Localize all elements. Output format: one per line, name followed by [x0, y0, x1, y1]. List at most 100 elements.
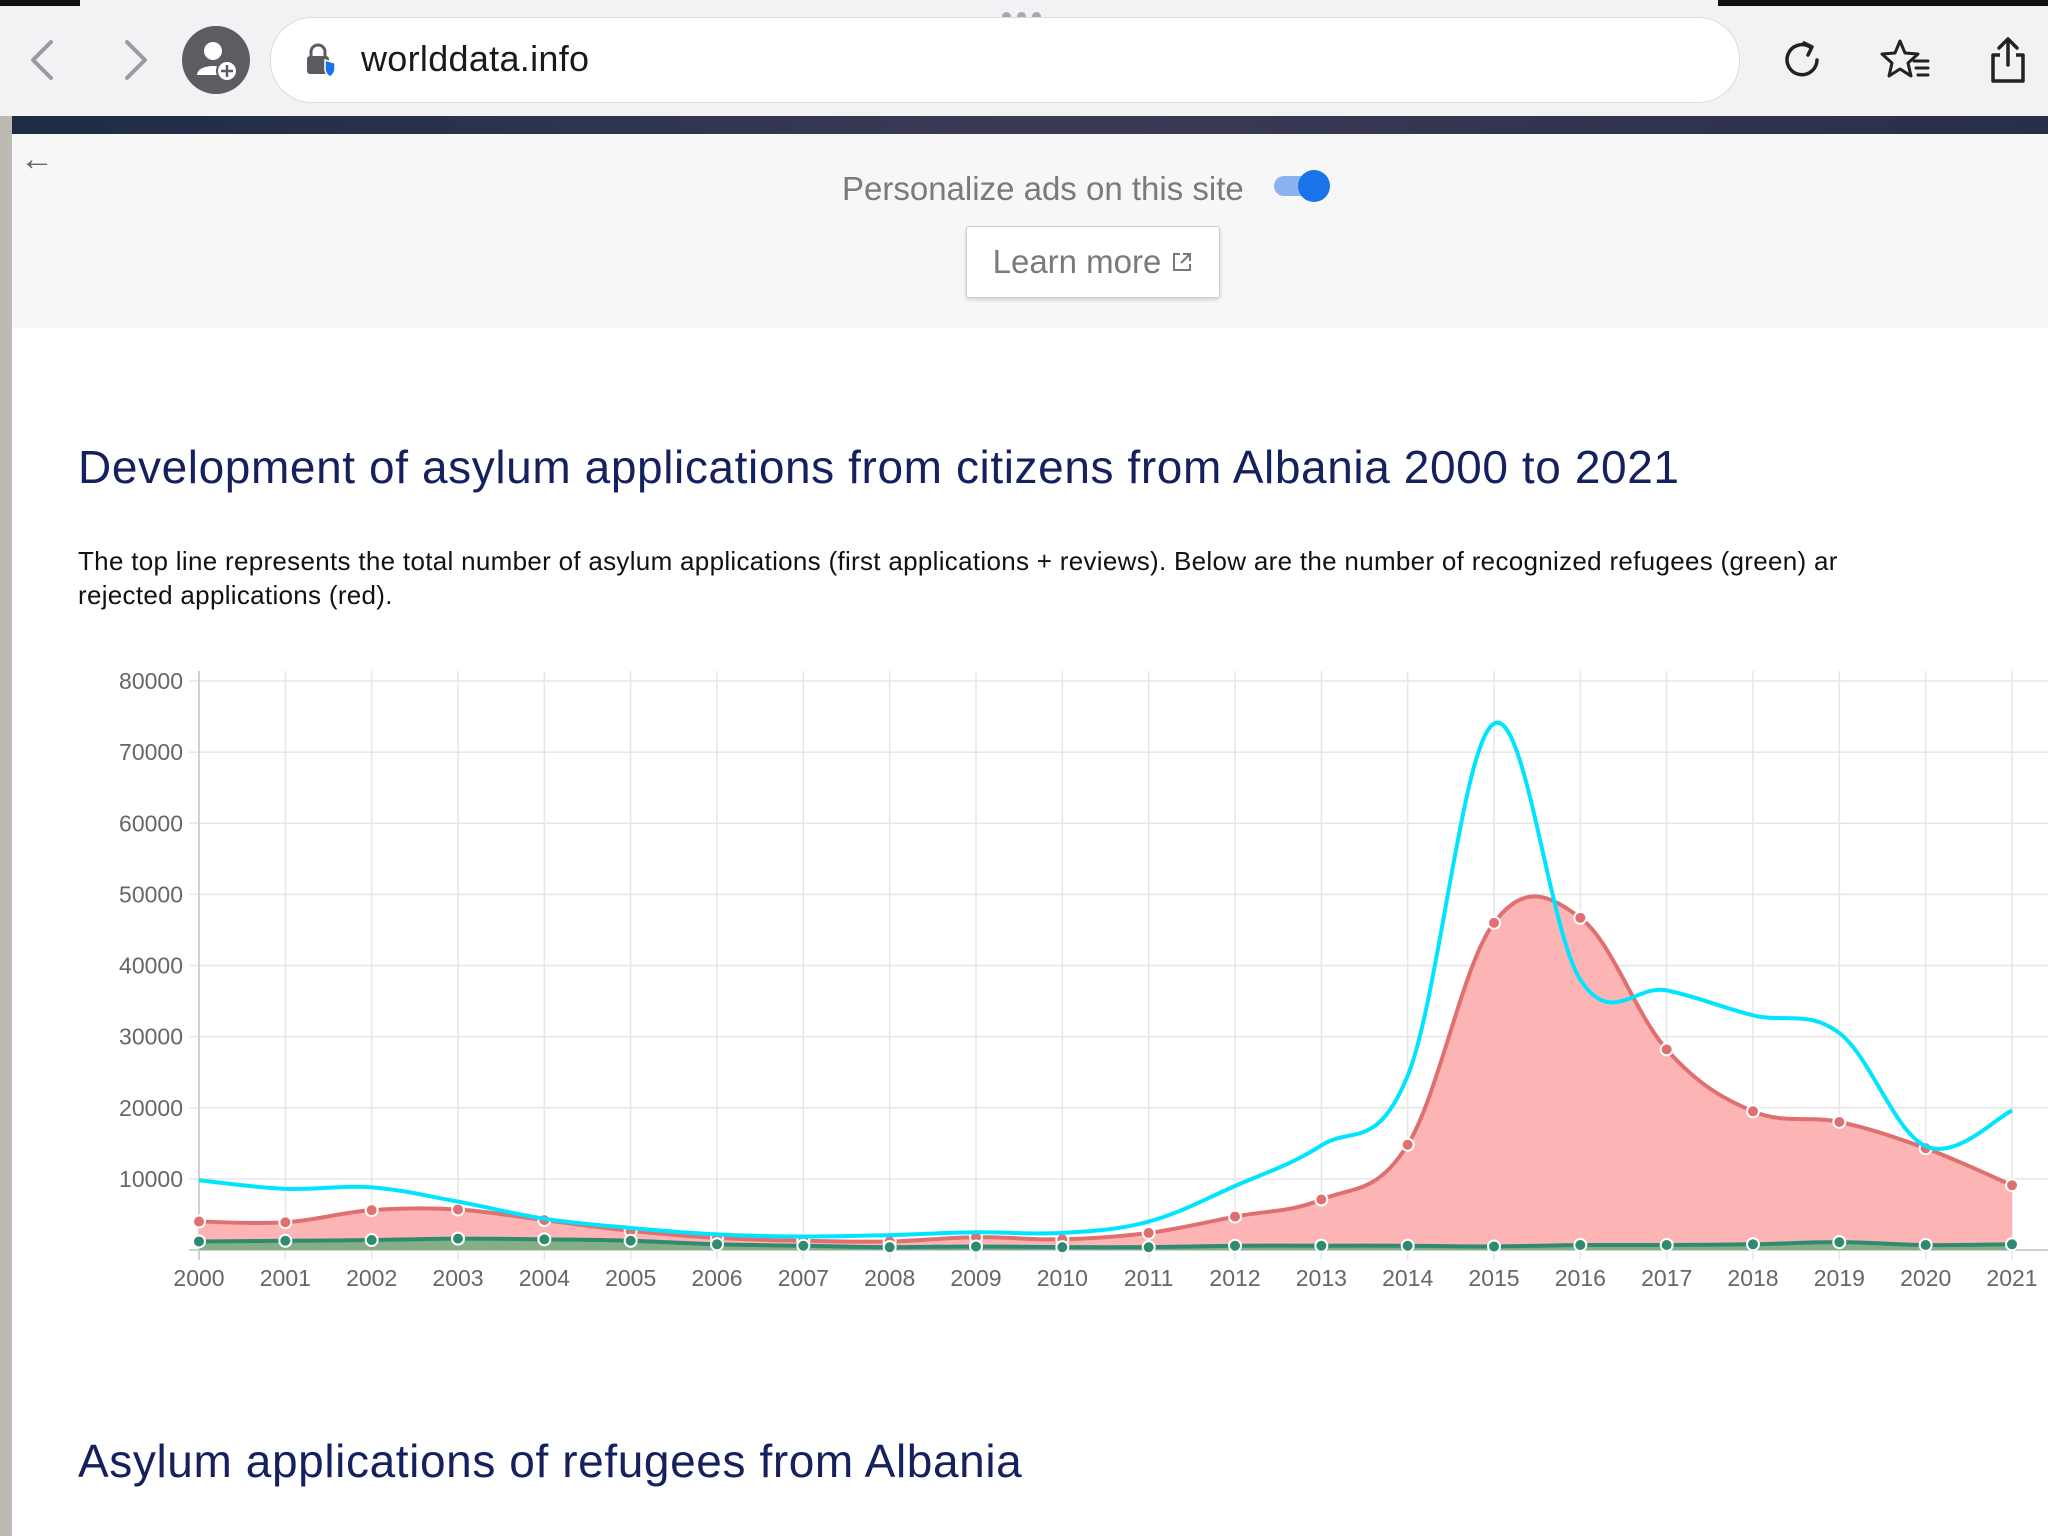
back-button[interactable] [12, 30, 72, 90]
data-point-rejected [1487, 915, 1501, 930]
data-point-rejected [192, 1214, 206, 1229]
asylum-chart-svg: 10000 20000 30000 40000 50000 60000 70000 80000… [119, 668, 2048, 1291]
reload-icon [1785, 41, 1819, 77]
data-point-rejected [1746, 1104, 1760, 1119]
data-point-rejected [364, 1203, 379, 1218]
x-tick-label: 2015 [1468, 1265, 1519, 1291]
data-point-rejected [1314, 1192, 1329, 1207]
window-edge [1718, 0, 2048, 6]
share-button[interactable] [1978, 30, 2038, 90]
x-tick-label: 2021 [1986, 1265, 2037, 1291]
y-tick-label: 60000 [119, 810, 183, 836]
description-line-2: rejected applications (red). [78, 580, 393, 610]
personalize-ads-toggle[interactable] [1274, 168, 1330, 204]
external-link-icon [1173, 253, 1192, 271]
data-point-rejected [278, 1215, 293, 1230]
browser-toolbar: worlddata.info [0, 0, 2048, 117]
asylum-chart[interactable]: 10000 20000 30000 40000 50000 60000 70000 80000… [0, 650, 2048, 1310]
series-line-total [198, 720, 2013, 1239]
forward-button[interactable] [106, 30, 166, 90]
x-tick-label: 2017 [1641, 1265, 1692, 1291]
chevron-left-icon [31, 40, 53, 80]
x-tick-label: 2007 [778, 1265, 829, 1291]
chart-description: The top line represents the total number… [78, 544, 2048, 612]
x-tick-label: 2005 [605, 1265, 656, 1291]
y-tick-label: 80000 [119, 668, 183, 694]
back-arrow-icon[interactable]: ← [20, 140, 54, 178]
y-tick-label: 40000 [119, 953, 183, 979]
data-point-recognized [1055, 1240, 1070, 1255]
y-tick-label: 70000 [119, 739, 183, 765]
secure-lock-icon [301, 42, 339, 85]
window-grabber-icon[interactable] [1002, 12, 1041, 21]
data-point-recognized [451, 1231, 465, 1246]
data-point-recognized [1141, 1240, 1156, 1255]
profile-button[interactable] [182, 26, 250, 94]
data-point-recognized [1400, 1238, 1415, 1253]
data-point-recognized [796, 1238, 811, 1253]
personalize-ads-label: Personalize ads on this site [842, 170, 1244, 207]
data-point-rejected [1832, 1114, 1847, 1129]
data-point-recognized [192, 1234, 206, 1249]
data-point-rejected [1228, 1209, 1242, 1224]
x-tick-label: 2016 [1555, 1265, 1606, 1291]
x-tick-label: 2003 [432, 1265, 483, 1291]
x-tick-label: 2018 [1727, 1265, 1778, 1291]
learn-more-label: Learn more [992, 243, 1162, 280]
data-point-recognized [1487, 1239, 1501, 1254]
data-point-rejected [451, 1202, 465, 1217]
address-bar[interactable]: worlddata.info [270, 17, 1740, 103]
x-tick-label: 2006 [691, 1265, 742, 1291]
data-point-recognized [1314, 1238, 1329, 1253]
reload-button[interactable] [1772, 30, 1832, 90]
data-point-recognized [1918, 1238, 1933, 1253]
series-area-rejected [199, 896, 2012, 1250]
x-tick-label: 2019 [1814, 1265, 1865, 1291]
data-point-rejected [1141, 1225, 1156, 1240]
x-tick-label: 2001 [260, 1265, 311, 1291]
x-tick-label: 2004 [519, 1265, 570, 1291]
series-line-recognized [198, 1236, 2013, 1250]
x-tick-label: 2000 [173, 1265, 224, 1291]
data-point-rejected [1400, 1137, 1415, 1152]
data-point-rejected [1573, 910, 1588, 925]
site-header-strip [12, 116, 2048, 134]
x-tick-label: 2008 [864, 1265, 915, 1291]
url-text[interactable]: worlddata.info [361, 38, 590, 79]
data-point-recognized [2005, 1237, 2019, 1252]
x-tick-label: 2014 [1382, 1265, 1433, 1291]
data-point-recognized [623, 1233, 638, 1248]
x-tick-label: 2013 [1296, 1265, 1347, 1291]
data-point-recognized [1573, 1238, 1588, 1253]
y-tick-label: 30000 [119, 1024, 183, 1050]
data-point-recognized [1746, 1237, 1760, 1252]
description-line-1: The top line represents the total number… [78, 546, 1838, 576]
data-point-recognized [1228, 1238, 1242, 1253]
x-tick-label: 2010 [1037, 1265, 1088, 1291]
data-point-recognized [364, 1233, 379, 1248]
data-point-recognized [882, 1240, 897, 1255]
data-point-recognized [969, 1239, 983, 1254]
window-edge [0, 0, 80, 6]
chevron-right-icon [125, 40, 147, 80]
ad-settings-panel: ← Personalize ads on this site Learn mor… [12, 134, 2048, 328]
data-point-recognized [710, 1237, 724, 1252]
x-tick-label: 2009 [950, 1265, 1001, 1291]
page-title: Development of asylum applications from … [78, 441, 1680, 493]
y-tick-label: 20000 [119, 1095, 183, 1121]
data-point-rejected [1659, 1042, 1674, 1057]
y-tick-label: 10000 [119, 1166, 183, 1192]
data-point-recognized [1832, 1235, 1847, 1250]
y-tick-label: 50000 [119, 881, 183, 907]
add-profile-icon [197, 42, 238, 82]
page-edge [0, 116, 12, 1536]
data-point-recognized [537, 1232, 552, 1247]
share-icon [1991, 37, 2025, 83]
data-point-recognized [1659, 1238, 1674, 1253]
section-title: Asylum applications of refugees from Alb… [78, 1435, 1023, 1487]
x-tick-label: 2012 [1209, 1265, 1260, 1291]
favorites-button[interactable] [1876, 30, 1936, 90]
x-tick-label: 2002 [346, 1265, 397, 1291]
data-point-rejected [2005, 1178, 2019, 1193]
learn-more-button[interactable]: Learn more [966, 226, 1220, 298]
